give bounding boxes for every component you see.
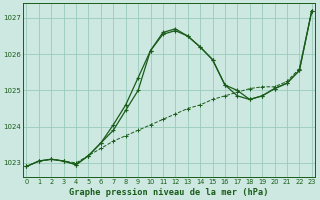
X-axis label: Graphe pression niveau de la mer (hPa): Graphe pression niveau de la mer (hPa) [69, 188, 269, 197]
